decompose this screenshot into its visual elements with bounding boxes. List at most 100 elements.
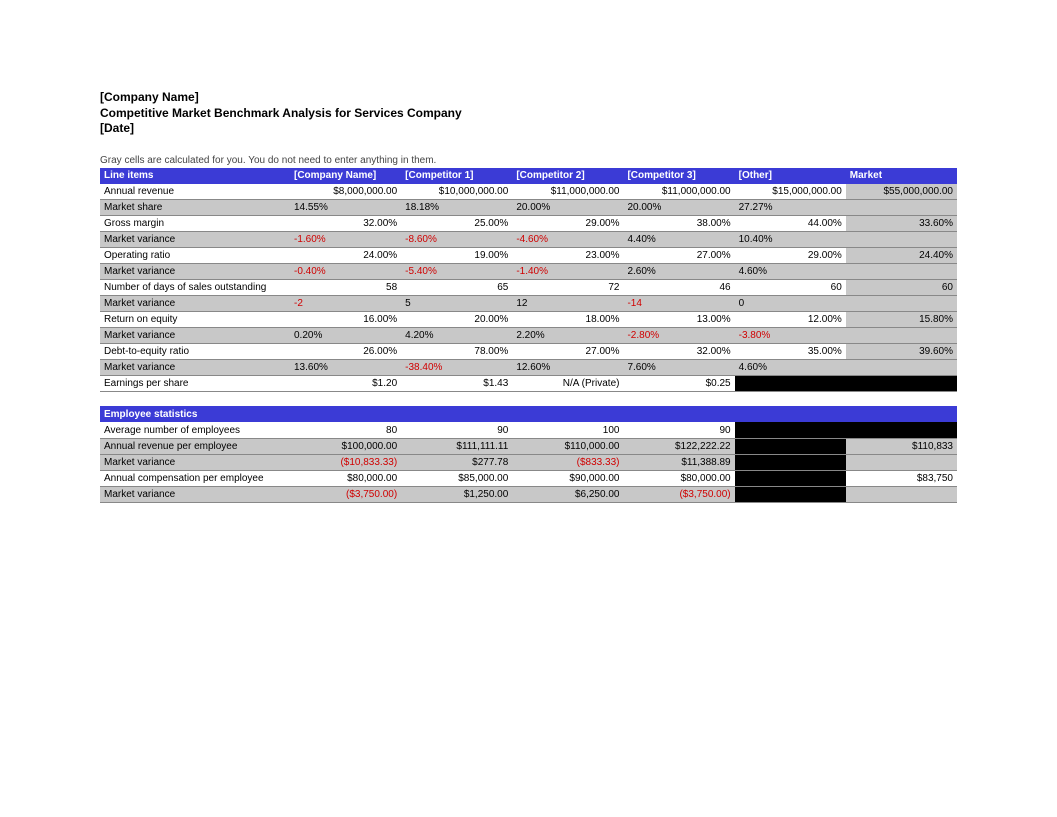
row-label: Annual revenue: [100, 184, 290, 200]
cell: $1,250.00: [401, 486, 512, 502]
cell: 72: [512, 280, 623, 296]
cell: $110,833: [846, 438, 957, 454]
cell: $111,111.11: [401, 438, 512, 454]
cell: 24.00%: [290, 248, 401, 264]
cell: 7.60%: [623, 360, 734, 376]
cell: $85,000.00: [401, 470, 512, 486]
cell: 39.60%: [846, 344, 957, 360]
cell: -1.40%: [512, 264, 623, 280]
table-row: Market variance-1.60%-8.60%-4.60%4.40%10…: [100, 232, 957, 248]
cell: 44.00%: [735, 216, 846, 232]
cell: 18.18%: [401, 200, 512, 216]
table-row: Annual revenue per employee$100,000.00$1…: [100, 438, 957, 454]
cell: $8,000,000.00: [290, 184, 401, 200]
cell: $11,388.89: [623, 454, 734, 470]
cell: -8.60%: [401, 232, 512, 248]
cell: 25.00%: [401, 216, 512, 232]
cell: -0.40%: [290, 264, 401, 280]
cell: $11,000,000.00: [512, 184, 623, 200]
cell: [735, 422, 846, 438]
cell: $10,000,000.00: [401, 184, 512, 200]
cell: ($10,833.33): [290, 454, 401, 470]
cell: ($3,750.00): [623, 486, 734, 502]
cell: $100,000.00: [290, 438, 401, 454]
table-row: Market variance-2512-140: [100, 296, 957, 312]
cell: 29.00%: [512, 216, 623, 232]
cell: 14.55%: [290, 200, 401, 216]
cell: 13.00%: [623, 312, 734, 328]
table-row: Annual revenue$8,000,000.00$10,000,000.0…: [100, 184, 957, 200]
cell: 65: [401, 280, 512, 296]
cell: -3.80%: [735, 328, 846, 344]
table-header-row: Line items[Company Name][Competitor 1][C…: [100, 168, 957, 184]
cell: $0.25: [623, 376, 734, 392]
cell: 2.20%: [512, 328, 623, 344]
cell: N/A (Private): [512, 376, 623, 392]
cell: -4.60%: [512, 232, 623, 248]
row-label: Return on equity: [100, 312, 290, 328]
table-row: Market variance($10,833.33)$277.78($833.…: [100, 454, 957, 470]
row-label: Market variance: [100, 296, 290, 312]
table-header-row: Employee statistics: [100, 406, 957, 422]
cell: [846, 360, 957, 376]
cell: 16.00%: [290, 312, 401, 328]
col-header: [Other]: [735, 168, 846, 184]
cell: [846, 454, 957, 470]
row-label: Market variance: [100, 486, 290, 502]
cell: 2.60%: [623, 264, 734, 280]
cell: -2.80%: [623, 328, 734, 344]
cell: 18.00%: [512, 312, 623, 328]
col-header: Market: [846, 168, 957, 184]
table-row: Market variance13.60%-38.40%12.60%7.60%4…: [100, 360, 957, 376]
cell: -5.40%: [401, 264, 512, 280]
row-label: Market share: [100, 200, 290, 216]
cell: 60: [846, 280, 957, 296]
cell: [846, 376, 957, 392]
cell: $80,000.00: [290, 470, 401, 486]
col-label: Line items: [100, 168, 290, 184]
employee-stats-header: Employee statistics: [100, 406, 957, 422]
cell: $122,222.22: [623, 438, 734, 454]
cell: [735, 454, 846, 470]
cell: -1.60%: [290, 232, 401, 248]
cell: 20.00%: [512, 200, 623, 216]
cell: 4.20%: [401, 328, 512, 344]
cell: 4.60%: [735, 264, 846, 280]
cell: 20.00%: [623, 200, 734, 216]
cell: 26.00%: [290, 344, 401, 360]
row-label: Operating ratio: [100, 248, 290, 264]
col-header: [Competitor 2]: [512, 168, 623, 184]
cell: 0: [735, 296, 846, 312]
cell: 27.00%: [512, 344, 623, 360]
row-label: Market variance: [100, 264, 290, 280]
row-label: Market variance: [100, 232, 290, 248]
cell: $55,000,000.00: [846, 184, 957, 200]
table-row: Market variance($3,750.00)$1,250.00$6,25…: [100, 486, 957, 502]
cell: 46: [623, 280, 734, 296]
cell: 23.00%: [512, 248, 623, 264]
table-row: Earnings per share$1.20$1.43N/A (Private…: [100, 376, 957, 392]
page-title: Competitive Market Benchmark Analysis fo…: [100, 106, 957, 122]
cell: 90: [623, 422, 734, 438]
cell: -2: [290, 296, 401, 312]
cell: [846, 232, 957, 248]
cell: $11,000,000.00: [623, 184, 734, 200]
cell: 60: [735, 280, 846, 296]
table-row: Annual compensation per employee$80,000.…: [100, 470, 957, 486]
cell: [846, 422, 957, 438]
cell: [735, 486, 846, 502]
company-name: [Company Name]: [100, 90, 957, 106]
cell: 27.00%: [623, 248, 734, 264]
row-label: Average number of employees: [100, 422, 290, 438]
row-label: Market variance: [100, 360, 290, 376]
row-label: Gross margin: [100, 216, 290, 232]
cell: 78.00%: [401, 344, 512, 360]
cell: $110,000.00: [512, 438, 623, 454]
cell: [846, 264, 957, 280]
cell: 33.60%: [846, 216, 957, 232]
row-label: Debt-to-equity ratio: [100, 344, 290, 360]
row-label: Earnings per share: [100, 376, 290, 392]
cell: $83,750: [846, 470, 957, 486]
cell: 19.00%: [401, 248, 512, 264]
cell: $80,000.00: [623, 470, 734, 486]
